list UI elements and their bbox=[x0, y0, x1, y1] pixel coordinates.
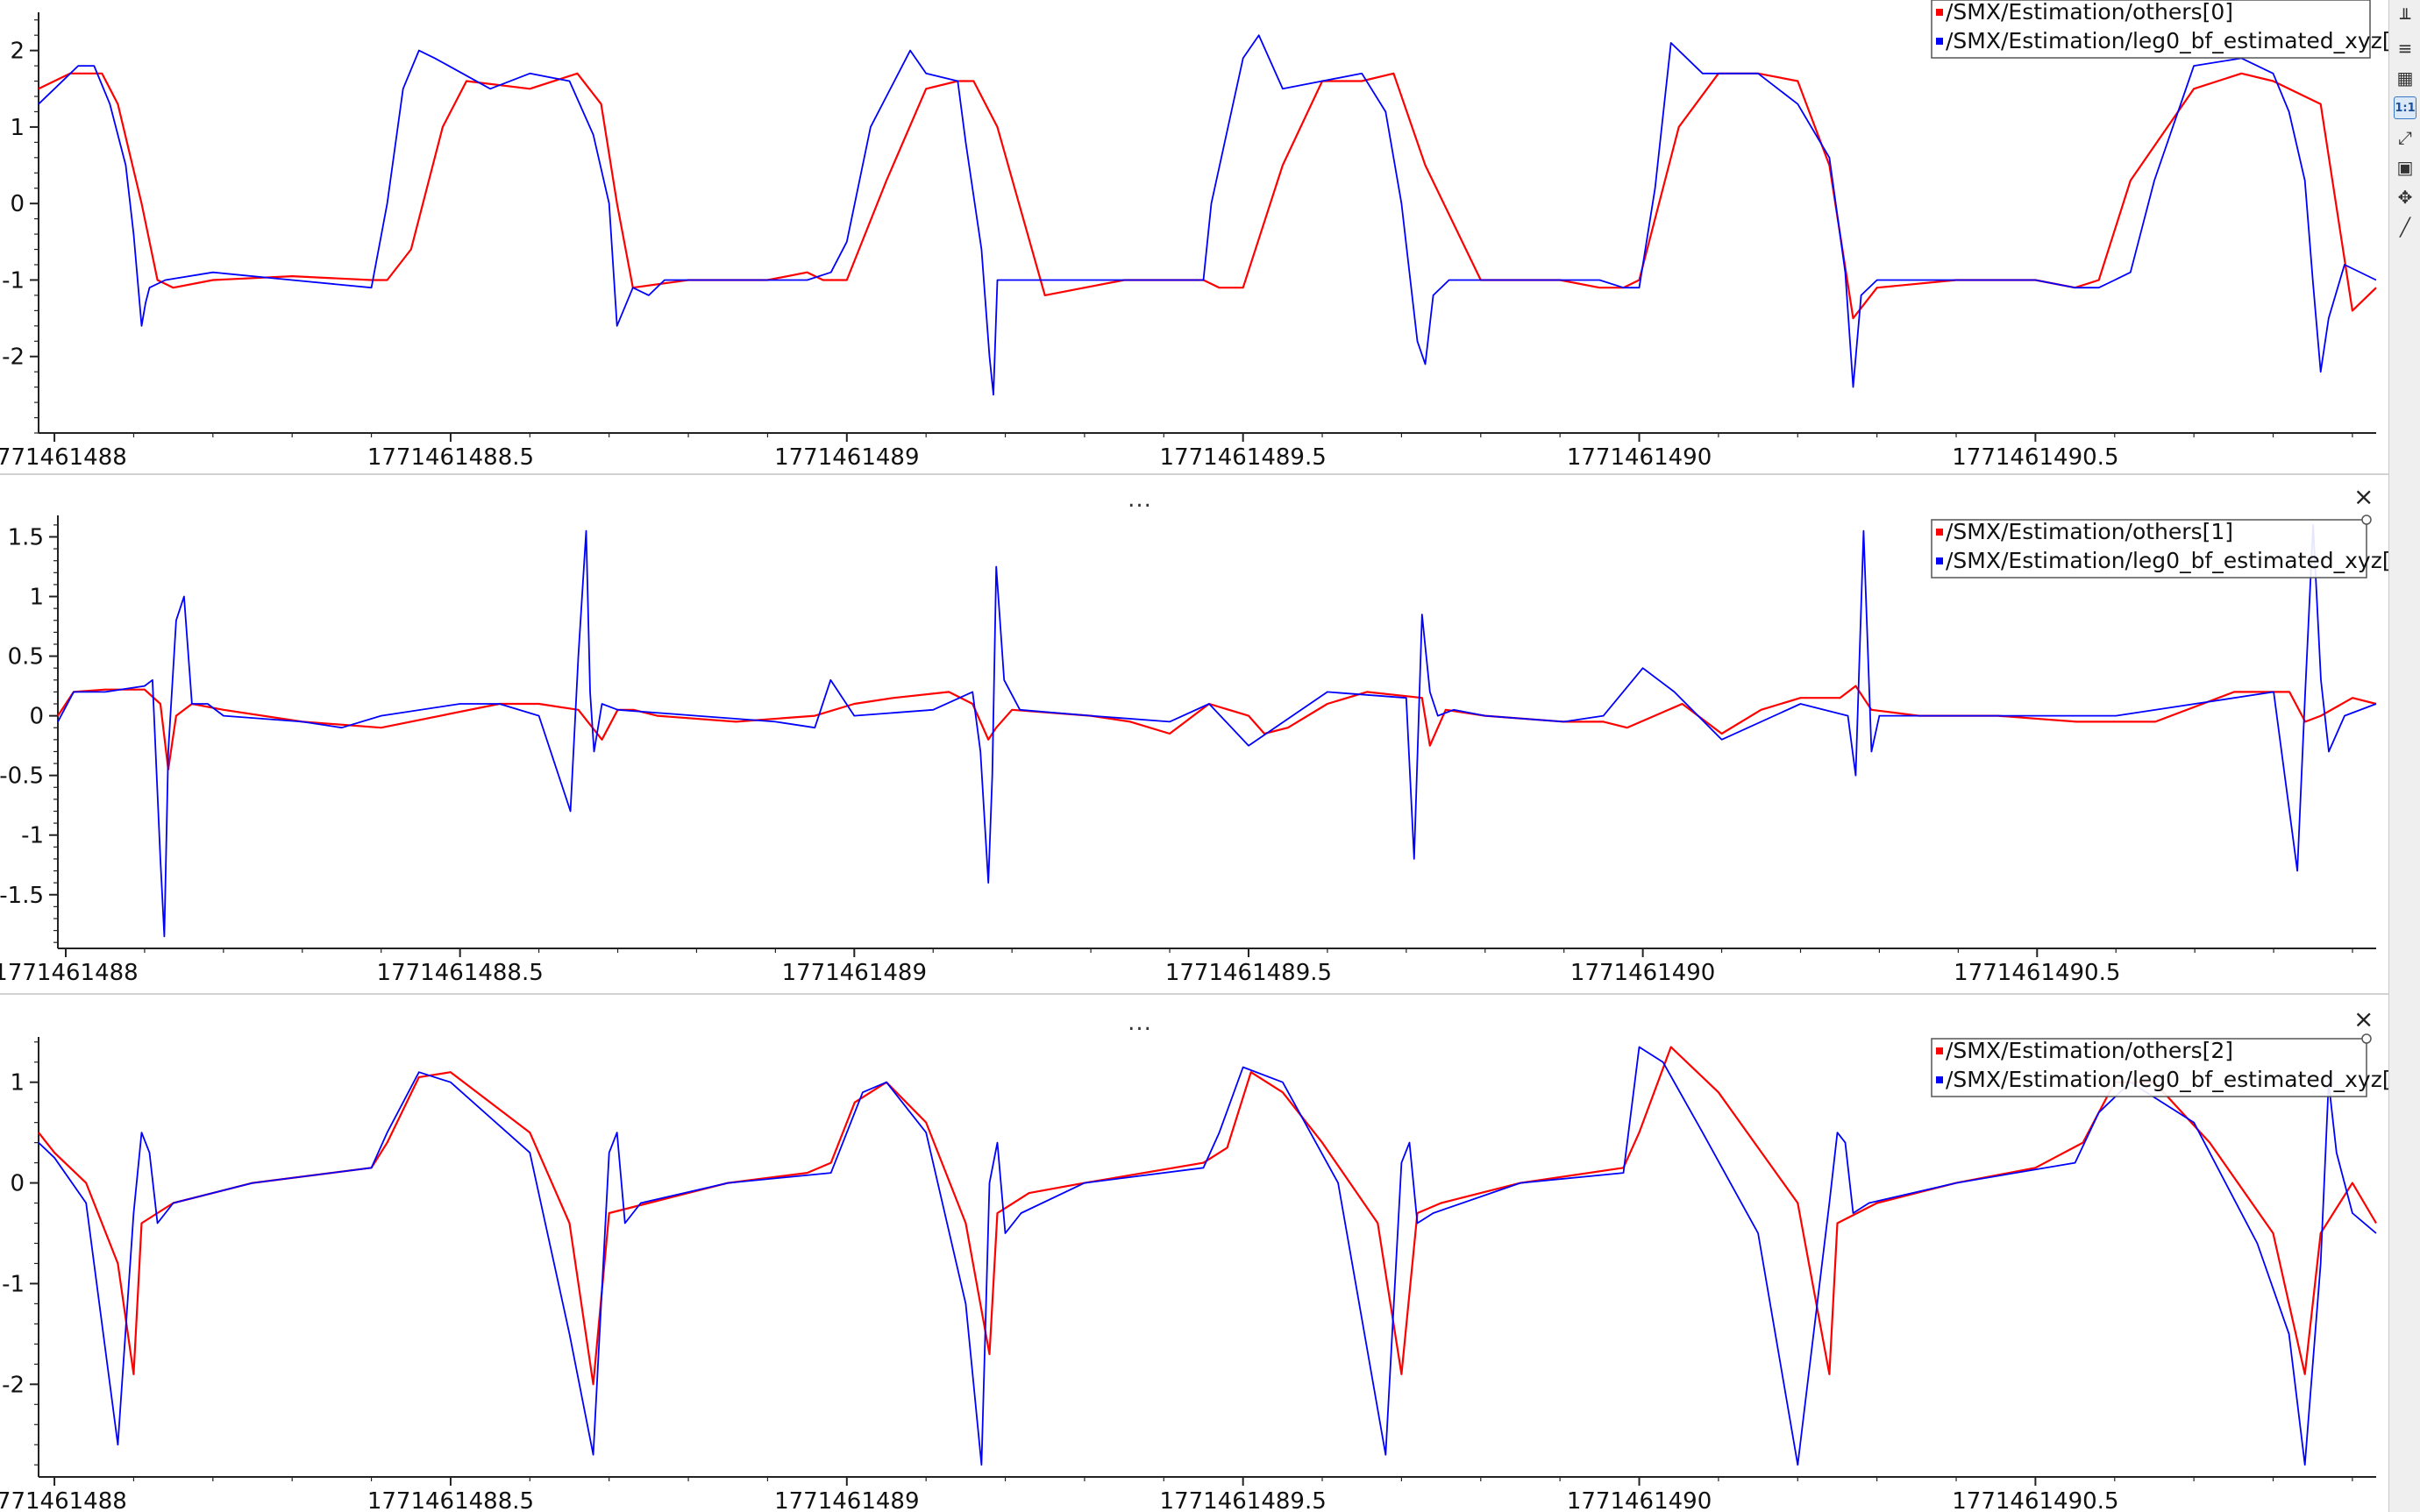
x-tick-label: 1771461490 bbox=[1567, 1488, 1712, 1512]
legend-entry: /SMX/Estimation/leg0_bf_estimated_xyz[1] bbox=[1946, 28, 2388, 53]
series-line-others bbox=[38, 72, 2377, 320]
panel-3-menu-button[interactable]: ... bbox=[1128, 1010, 1152, 1036]
y-tick-label: 0 bbox=[10, 191, 25, 217]
plot-panel-3[interactable]: 1 0 -1 -2 1771461488 1771461488.5 1771461489 17… bbox=[0, 1008, 2388, 1512]
y-tick-label: -1 bbox=[2, 1271, 25, 1297]
legend-box bbox=[1931, 519, 2367, 579]
series-line-others bbox=[38, 1046, 2377, 1386]
line-icon[interactable]: ╱ bbox=[2399, 217, 2411, 238]
legend-swatch bbox=[1936, 38, 1943, 45]
legend-swatch bbox=[1936, 557, 1943, 564]
panel-3-close-button[interactable]: × bbox=[2353, 1004, 2374, 1033]
legend-swatch bbox=[1936, 1076, 1943, 1083]
panel-2-menu-button[interactable]: ... bbox=[1128, 486, 1152, 513]
y-tick-label: 0.5 bbox=[8, 644, 44, 671]
y-tick-label: 1 bbox=[10, 115, 25, 141]
x-tick-label: 1771461488 bbox=[0, 960, 139, 986]
legend-entry: /SMX/Estimation/leg0_bf_estimated_xyz[7] bbox=[1946, 1067, 2388, 1092]
x-tick-label: 1771461490.5 bbox=[1954, 960, 2120, 986]
grid-icon[interactable]: ▦ bbox=[2396, 67, 2414, 89]
x-tick-label: 1771461489.5 bbox=[1165, 960, 1332, 986]
x-tick-label: 1771461488.5 bbox=[367, 444, 534, 471]
legend-box bbox=[1931, 0, 2371, 59]
pan-icon[interactable]: ✥ bbox=[2397, 187, 2413, 208]
y-tick-label: -1 bbox=[2, 267, 25, 294]
x-tick-label: 1771461490 bbox=[1570, 960, 1715, 986]
legend-entry: /SMX/Estimation/leg0_bf_estimated_xyz[4] bbox=[1946, 548, 2388, 573]
y-tick-label: 0 bbox=[29, 704, 44, 730]
y-tick-label: 2 bbox=[10, 39, 25, 65]
x-tick-label: 1771461489 bbox=[782, 960, 927, 986]
x-tick-label: 1771461490.5 bbox=[1952, 1488, 2118, 1512]
legend-entry: /SMX/Estimation/others[0] bbox=[1946, 0, 2233, 25]
legend-entry: /SMX/Estimation/others[2] bbox=[1946, 1038, 2233, 1063]
x-tick-label: 1771461490.5 bbox=[1952, 444, 2118, 471]
toolbar: ╨ ≡ ▦ 1:1 ⤢ ▣ ✥ ╱ bbox=[2388, 0, 2420, 1512]
x-tick-label: 1771461489 bbox=[774, 1488, 919, 1512]
legend-swatch bbox=[1936, 529, 1943, 536]
y-tick-label: -2 bbox=[2, 1372, 25, 1398]
series-line-leg0 bbox=[38, 34, 2377, 396]
series-line-others bbox=[57, 685, 2377, 770]
y-tick-label: -2 bbox=[2, 344, 25, 371]
panel-divider bbox=[0, 473, 2388, 475]
fit-chart-icon[interactable]: ╨ bbox=[2399, 8, 2411, 29]
legend-swatch bbox=[1936, 9, 1943, 16]
panel-2-close-button[interactable]: × bbox=[2353, 482, 2374, 511]
y-tick-label: 1 bbox=[10, 1070, 25, 1097]
x-tick-label: 1771461489.5 bbox=[1160, 444, 1327, 471]
y-tick-label: -1.5 bbox=[0, 883, 44, 909]
series-line-leg0 bbox=[38, 1046, 2377, 1466]
ratio-icon[interactable]: 1:1 bbox=[2394, 96, 2416, 119]
y-tick-label: -1 bbox=[21, 823, 44, 849]
list-icon[interactable]: ≡ bbox=[2397, 38, 2413, 59]
legend-resize-handle bbox=[2361, 1033, 2372, 1044]
legend-entry: /SMX/Estimation/others[1] bbox=[1946, 519, 2233, 544]
x-tick-label: 1771461488.5 bbox=[377, 960, 544, 986]
legend-swatch bbox=[1936, 1047, 1943, 1054]
legend-box bbox=[1931, 1038, 2367, 1097]
zoom-out-icon[interactable]: ⤢ bbox=[2398, 127, 2412, 148]
x-tick-label: 1771461489 bbox=[774, 444, 919, 471]
x-tick-label: 1771461490 bbox=[1567, 444, 1712, 471]
x-tick-label: 1771461488 bbox=[0, 444, 127, 471]
panel-divider bbox=[0, 993, 2388, 995]
y-tick-label: -0.5 bbox=[0, 763, 44, 790]
x-tick-label: 1771461488 bbox=[0, 1488, 127, 1512]
y-tick-label: 1 bbox=[29, 585, 44, 611]
legend-resize-handle bbox=[2361, 515, 2372, 525]
x-tick-label: 1771461489.5 bbox=[1160, 1488, 1327, 1512]
x-tick-label: 1771461488.5 bbox=[367, 1488, 534, 1512]
screenshot-icon[interactable]: ▣ bbox=[2396, 157, 2414, 178]
series-line-leg0 bbox=[57, 524, 2377, 938]
plot-panel-2[interactable]: 1.5 1 0.5 0 -0.5 -1 -1.5 1771461488 1771461488.5… bbox=[0, 486, 2388, 990]
y-tick-label: 1.5 bbox=[8, 524, 44, 550]
plot-panel-1[interactable]: 2 1 0 -1 -2 1771461488 1771461488.5 1771461489 1… bbox=[0, 0, 2388, 473]
y-tick-label: 0 bbox=[10, 1171, 25, 1197]
